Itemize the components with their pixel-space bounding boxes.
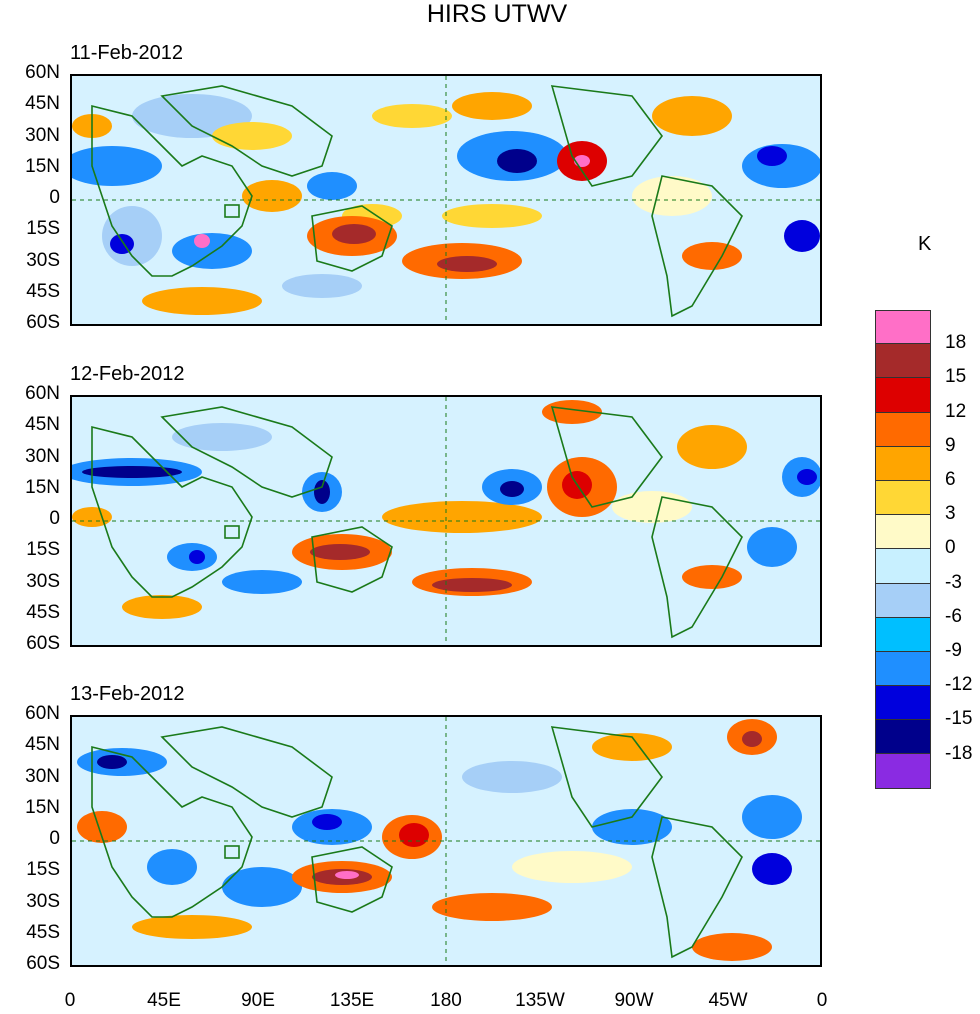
lat-label: 15S [26,859,60,881]
legend-label: -6 [945,605,962,627]
legend-swatch [875,754,931,789]
lat-label: 45S [26,601,60,623]
legend-label: -3 [945,571,962,593]
lat-label: 30N [25,124,60,146]
map-panel-1 [70,74,822,326]
legend-swatch [875,480,931,516]
map-panel-2 [70,395,822,647]
legend-swatch [875,446,931,481]
lat-label: 15S [26,539,60,561]
lat-label: 60S [26,312,60,333]
lat-label: 15N [25,796,60,818]
color-legend [875,310,931,789]
lon-label: 45E [147,990,181,1011]
reference-lines-1 [72,76,820,324]
legend-swatch [875,617,931,652]
legend-label: -9 [945,640,962,661]
lat-label: 45S [26,921,60,943]
lon-label: 180 [430,990,462,1011]
lat-label: 60N [25,703,60,724]
coastlines-3 [91,726,743,959]
reference-lines-2 [72,397,820,645]
reference-lines-3 [72,717,820,965]
lat-label: 45N [25,93,60,115]
lat-label: 15N [25,476,60,498]
lat-label: 30S [26,570,60,592]
lat-label: 60S [26,633,60,654]
legend-label: 15 [945,366,967,388]
lat-label: 60S [26,953,60,974]
coastlines-2 [91,406,743,639]
legend-swatch [875,549,931,584]
lat-label: 0 [49,508,60,529]
lat-label: 45S [26,280,60,302]
legend-swatch [875,344,931,379]
lat-label: 45N [25,414,60,436]
anomaly-map-2 [72,397,820,645]
anomaly-fields-1 [72,92,820,315]
panel-date-3: 13-Feb-2012 [70,683,185,705]
coastlines-1 [91,85,743,318]
lon-label: 135W [515,990,565,1011]
lat-label: 30N [25,445,60,467]
legend-swatch [875,310,931,345]
legend-label: 6 [945,469,956,490]
legend-swatch [875,515,931,550]
anomaly-fields-3 [77,719,802,961]
lat-label: 45N [25,734,60,756]
lon-label: 45W [708,990,748,1011]
lat-label: 15S [26,218,60,240]
anomaly-map-3 [72,717,820,965]
lat-label: 0 [49,187,60,208]
legend-label: -18 [945,742,973,764]
legend-swatch [875,378,931,413]
lon-label: 0 [816,990,828,1011]
legend-label: 3 [945,503,956,525]
chart-title: HIRS UTWV [426,0,568,28]
lon-label: 90E [241,990,275,1011]
legend-swatch [875,583,931,618]
legend-swatch [875,651,931,687]
lat-label: 0 [49,828,60,849]
unit-label: K [918,233,932,255]
panel-date-1: 11-Feb-2012 [70,42,184,64]
lat-label: 30N [25,765,60,787]
legend-label: 12 [945,400,967,422]
lat-label: 30S [26,249,60,271]
anomaly-map-1 [72,76,820,324]
lon-label: 0 [64,990,76,1011]
legend-label: 18 [945,332,967,354]
lat-label: 60N [25,62,60,83]
lat-label: 15N [25,155,60,177]
legend-label: -15 [945,708,973,730]
map-panel-3 [70,715,822,967]
legend-label: 9 [945,434,956,456]
lat-label: 30S [26,890,60,912]
panel-date-2: 12-Feb-2012 [70,363,185,385]
lon-label: 135E [329,990,375,1011]
legend-label: 0 [945,537,956,559]
anomaly-fields-2 [72,400,820,619]
lat-label: 60N [25,383,60,404]
legend-swatch [875,720,931,755]
legend-swatch [875,412,931,447]
legend-label: -12 [945,674,973,696]
legend-swatch [875,686,931,721]
lon-label: 90W [614,990,654,1011]
